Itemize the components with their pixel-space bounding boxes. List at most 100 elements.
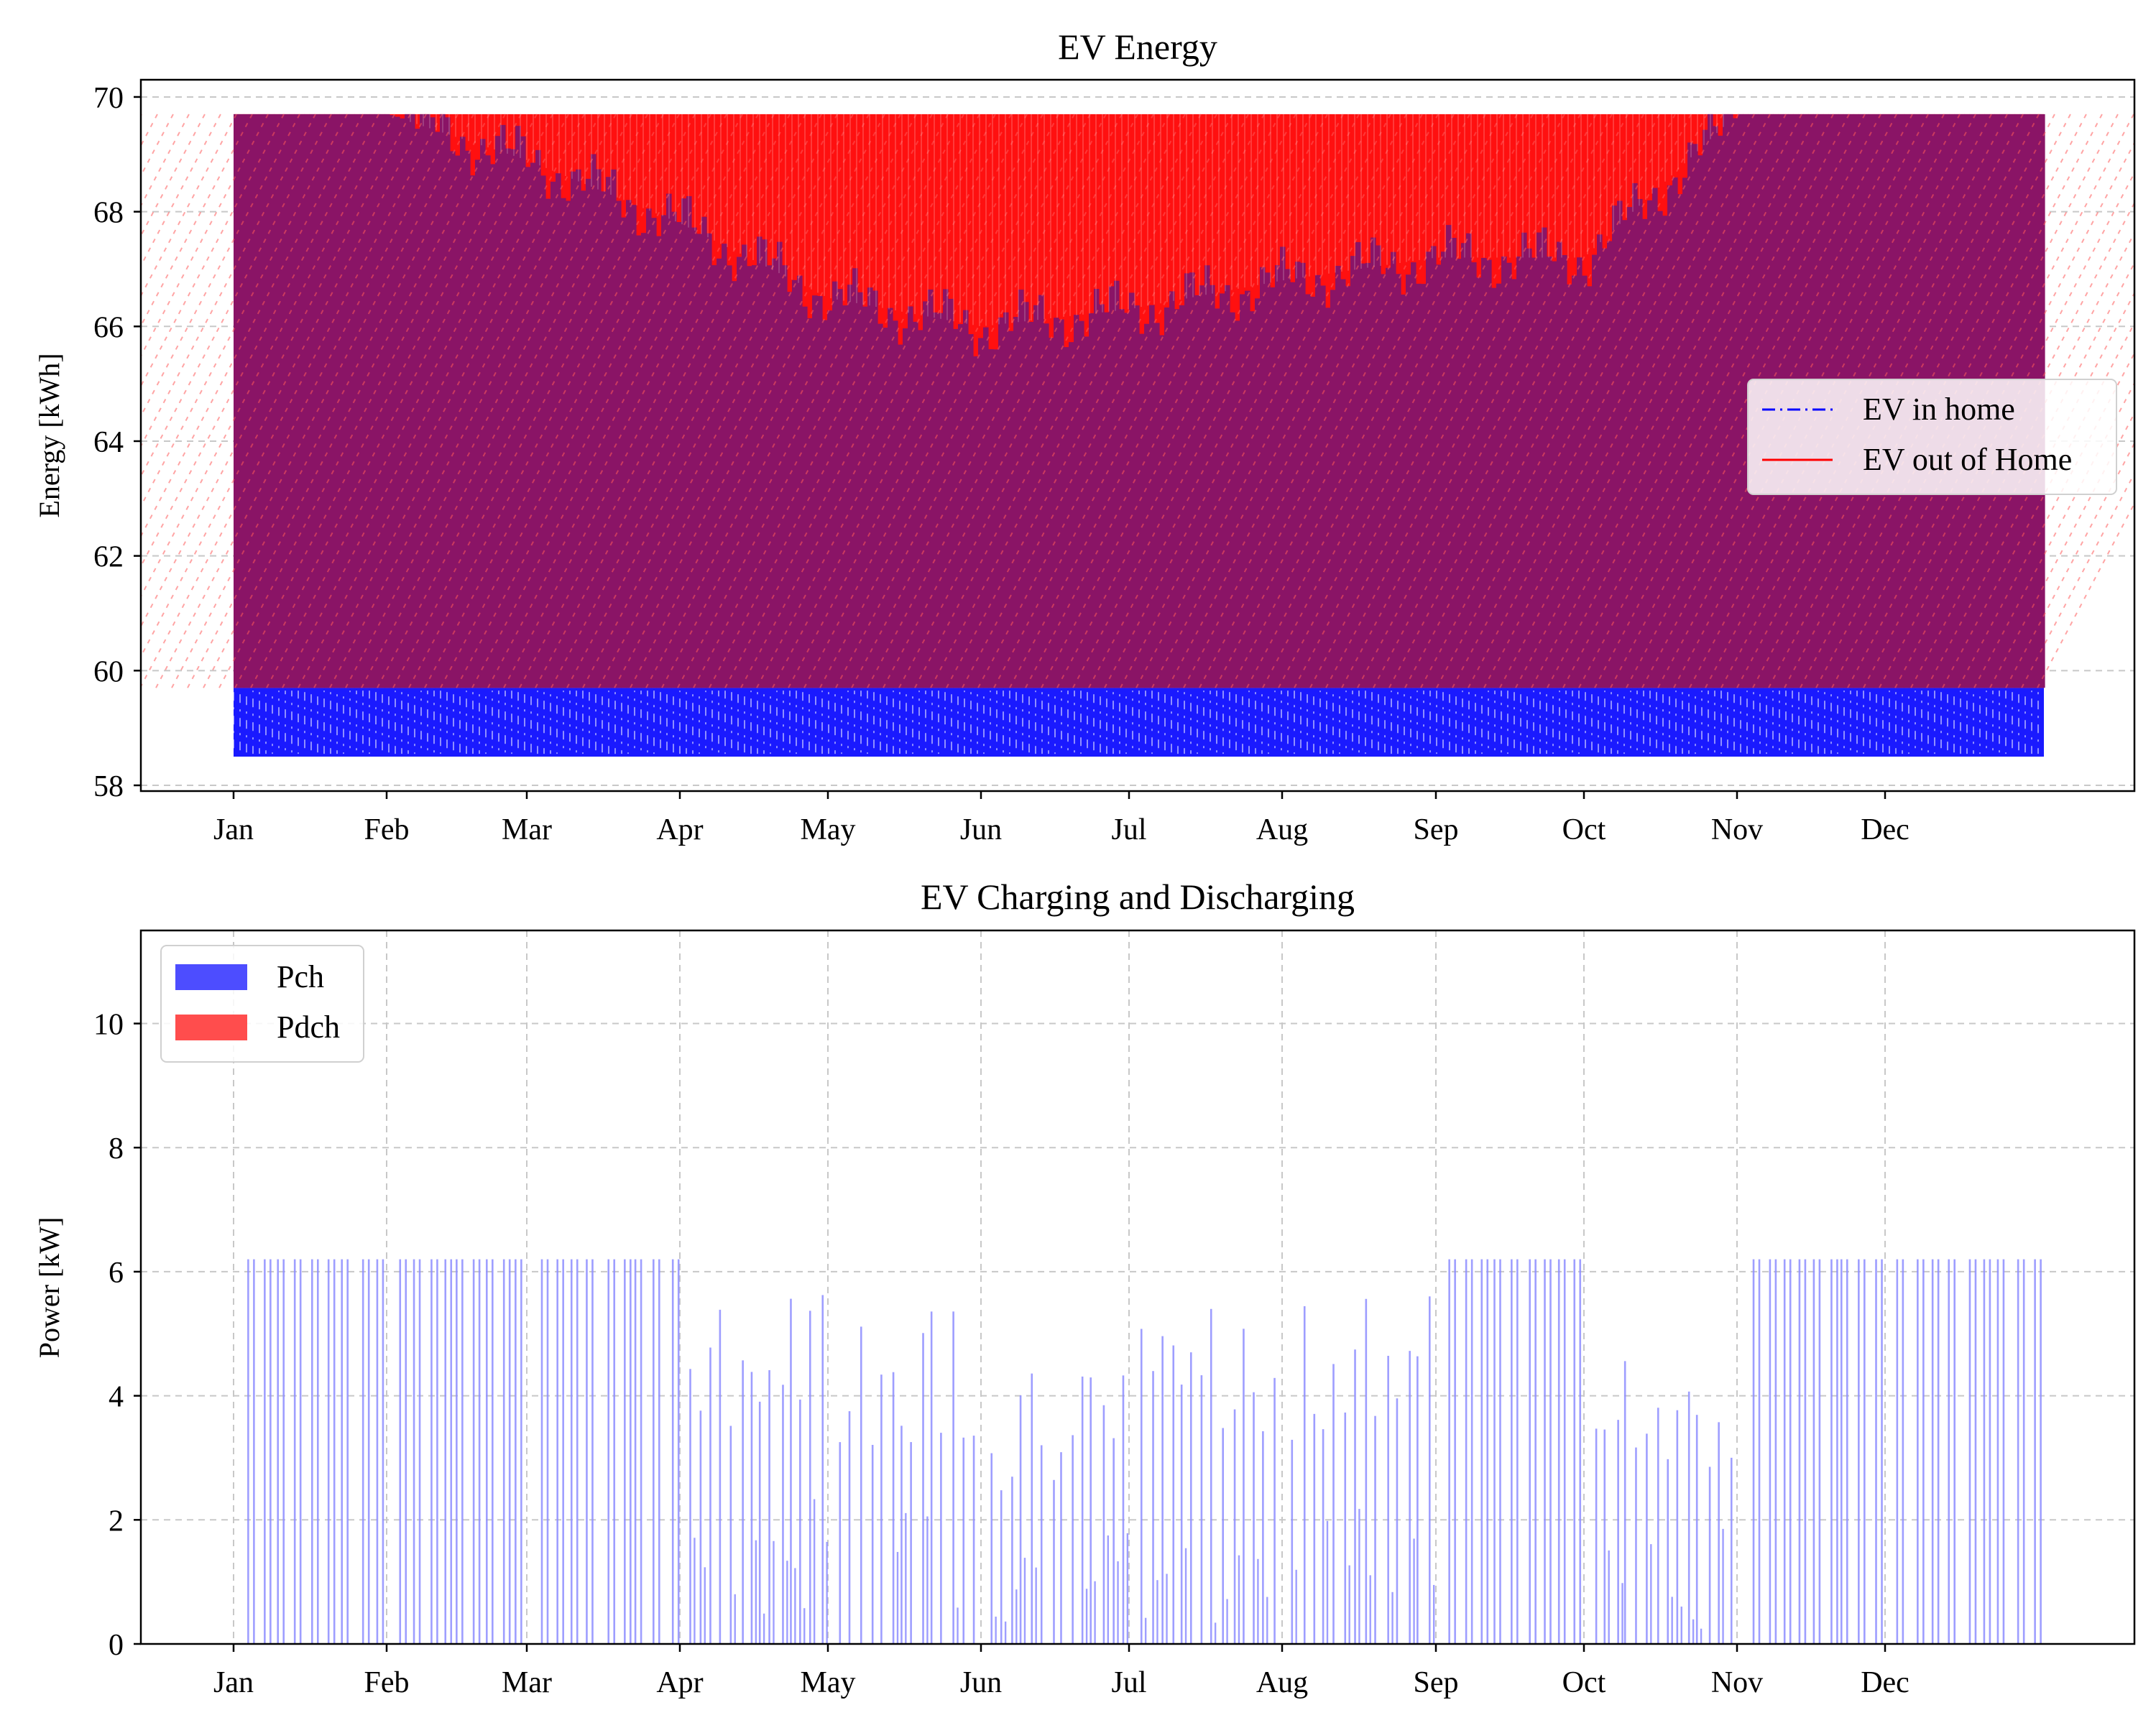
ev-overlap-column <box>535 149 541 688</box>
pch-bar <box>418 1259 421 1644</box>
pch-bar <box>1769 1259 1772 1644</box>
power-chart: EV Charging and Discharging 0 2 4 6 8 10 Jan F… <box>33 877 2136 1699</box>
pch-bar <box>1396 1398 1399 1644</box>
ev-overlap-column <box>948 298 954 688</box>
ev-overlap-column <box>339 114 345 688</box>
energy-legend: EV in home EV out of Home <box>1747 379 2117 495</box>
ev-overlap-column <box>1552 261 1557 688</box>
ev-overlap-column <box>1194 295 1200 688</box>
ev-overlap-hatch-line <box>0 114 15 688</box>
ev-overlap-hatch-line <box>535 114 838 688</box>
ev-overlap-column <box>1109 286 1115 688</box>
ev-overlap-column <box>817 295 823 688</box>
ev-overlap-hatch-line <box>313 114 617 688</box>
ev-overlap-column <box>993 349 999 688</box>
ev-overlap-hatch-line <box>250 114 553 688</box>
ev-overlap-column <box>651 218 657 688</box>
pch-bar <box>729 1426 732 1644</box>
pch-bar <box>1499 1259 1501 1644</box>
ev-overlap-column <box>384 114 390 688</box>
ev-overlap-column <box>505 148 511 688</box>
ev-overlap-column <box>470 175 476 688</box>
ev-overlap-column <box>455 155 461 688</box>
ev-overlap-hatch-line <box>1294 114 1597 688</box>
power-x-tick-label: Aug <box>1256 1666 1308 1699</box>
pch-bar <box>719 1309 722 1644</box>
ev-overlap-column <box>1476 277 1482 688</box>
ev-overlap-column <box>1079 320 1084 688</box>
ev-overlap-column <box>1703 129 1708 688</box>
ev-overlap-column <box>1617 200 1623 688</box>
energy-x-tick-label: Jun <box>960 813 1002 846</box>
ev-overlap-column <box>691 227 697 688</box>
ev-overlap-hatch-line <box>361 114 664 688</box>
ev-overlap-column <box>405 114 410 688</box>
pch-bar <box>1413 1538 1415 1644</box>
power-y-ticks: 0 2 4 6 8 10 <box>93 1009 141 1662</box>
pch-bar <box>1015 1589 1018 1644</box>
ev-overlap-column <box>1074 315 1079 688</box>
pch-bar <box>1902 1259 1904 1644</box>
ev-overlap-column <box>576 169 581 688</box>
pch-bar <box>750 1372 753 1644</box>
ev-overlap-column <box>1416 283 1422 688</box>
ev-overlap-column <box>1164 307 1170 688</box>
ev-overlap-hatch-line <box>141 114 158 147</box>
ev-overlap-column <box>259 114 264 688</box>
energy-x-tick-label: Apr <box>656 813 703 846</box>
ev-overlap-hatch-line <box>772 114 1075 688</box>
energy-y-ticks: 58 60 62 64 66 68 70 <box>93 82 141 803</box>
pch-bar <box>677 1259 680 1644</box>
pch-bar <box>1369 1575 1371 1644</box>
ev-overlap-column <box>1406 274 1411 688</box>
ev-overlap-hatch-line <box>141 114 316 448</box>
ev-overlap-column <box>1320 285 1326 688</box>
ev-overlap-hatch-line <box>1547 114 1850 688</box>
ev-overlap-hatch-line <box>1973 382 2134 688</box>
pch-bar <box>694 1538 696 1644</box>
pch-bar <box>1200 1375 1203 1644</box>
ev-overlap-hatch-line <box>141 114 395 599</box>
ev-overlap-hatch-line <box>788 114 1091 688</box>
ev-overlap-hatch-line <box>883 114 1186 688</box>
pch-bar <box>1233 1409 1236 1644</box>
ev-overlap-hatch-line <box>550 114 854 688</box>
pch-bar <box>957 1607 959 1644</box>
ev-overlap-column <box>862 306 868 688</box>
ev-overlap-column <box>1154 323 1160 688</box>
ev-overlap-column <box>913 321 918 688</box>
pch-bar <box>880 1374 883 1644</box>
ev-overlap-column <box>1687 142 1693 688</box>
ev-overlap-hatch-line <box>1420 114 1723 688</box>
pch-bar <box>768 1369 770 1644</box>
ev-overlap-column <box>1059 319 1064 688</box>
ev-overlap-column <box>1124 313 1130 688</box>
pch-bar <box>2034 1259 2036 1644</box>
ev-overlap-hatch-line <box>1594 114 1897 688</box>
power-y-tick-label: 4 <box>109 1381 124 1414</box>
ev-overlap-column <box>490 164 496 688</box>
ev-overlap-column <box>822 320 828 688</box>
energy-y-tick-label: 60 <box>93 655 124 688</box>
ev-overlap-column <box>1210 285 1215 688</box>
pch-bar <box>658 1259 660 1644</box>
ev-overlap-hatch-line <box>1199 114 1502 688</box>
pch-bar <box>1922 1259 1925 1644</box>
pch-bar <box>1983 1259 1986 1644</box>
ev-overlap-column <box>369 114 375 688</box>
ev-overlap-hatch-line <box>141 114 332 478</box>
ev-overlap-column <box>656 236 662 688</box>
ev-overlap-hatch-line <box>1230 114 1534 688</box>
energy-chart-title: EV Energy <box>1058 27 1217 67</box>
pch-bar <box>972 1436 975 1644</box>
pch-bar <box>1253 1392 1255 1644</box>
ev-overlap-column <box>586 178 591 688</box>
pch-bar <box>689 1369 691 1644</box>
ev-overlap-hatch-line <box>141 114 379 568</box>
pch-bar <box>782 1385 784 1644</box>
ev-overlap-hatch-line <box>1056 114 1360 688</box>
ev-overlap-column <box>1511 279 1517 688</box>
pch-bar <box>910 1442 912 1644</box>
ev-overlap-column <box>1572 275 1577 688</box>
ev-overlap-column <box>1290 282 1296 688</box>
